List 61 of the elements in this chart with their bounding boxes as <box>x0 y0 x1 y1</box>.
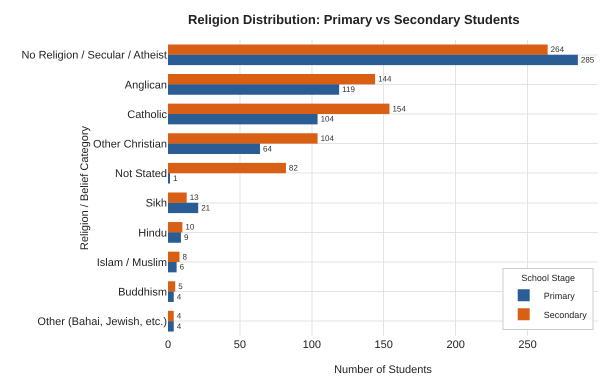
bar <box>168 192 187 203</box>
bar <box>168 252 180 262</box>
x-tick-label: 0 <box>164 339 172 351</box>
x-axis-title: Number of Students <box>334 364 432 376</box>
data-label: 21 <box>201 203 211 212</box>
data-label: 264 <box>550 45 565 54</box>
bar <box>168 292 174 302</box>
bar <box>168 262 177 272</box>
data-label: 10 <box>185 222 195 232</box>
data-label: 8 <box>182 252 188 262</box>
data-label: 5 <box>178 282 184 291</box>
x-tick-label: 100 <box>302 339 321 351</box>
y-axis-title: Religion / Belief Category <box>79 125 92 250</box>
bar <box>168 104 390 114</box>
data-label: 6 <box>180 262 185 272</box>
bar <box>168 84 340 95</box>
x-tick-label: 250 <box>518 339 537 351</box>
y-tick-label: Hindu <box>138 227 167 240</box>
bar <box>168 202 198 214</box>
bar <box>168 310 174 322</box>
bar <box>168 162 286 174</box>
chart-title: Religion Distribution: Primary vs Secondary Students <box>188 12 520 28</box>
data-label: 144 <box>378 74 392 84</box>
data-label: 4 <box>176 312 182 321</box>
y-tick-label: Islam / Muslim <box>96 256 167 269</box>
bar <box>168 54 578 66</box>
y-tick-label: Other (Bahai, Jewish, etc.) <box>37 316 167 328</box>
data-label: 4 <box>176 322 182 331</box>
bar <box>168 74 376 84</box>
y-tick-label: Other Christian <box>93 138 167 150</box>
legend-label: Secondary <box>544 310 588 320</box>
bar <box>168 321 174 332</box>
y-tick-label: Anglican <box>124 79 167 92</box>
data-label: 119 <box>342 85 356 94</box>
data-label: 4 <box>176 292 182 302</box>
data-label: 1 <box>173 174 178 183</box>
data-label: 9 <box>184 233 189 242</box>
y-tick-label: Not Stated <box>115 168 167 180</box>
x-tick-label: 50 <box>234 339 246 351</box>
bar <box>168 281 176 292</box>
data-label: 104 <box>320 114 334 124</box>
x-tick-label: 150 <box>374 339 393 351</box>
y-tick-label: Buddhism <box>118 286 167 298</box>
y-tick-label: Sikh <box>146 198 167 210</box>
bar <box>168 232 181 243</box>
bar <box>168 44 548 55</box>
data-label: 154 <box>392 104 406 114</box>
data-label: 64 <box>263 144 272 154</box>
data-label: 82 <box>288 164 298 173</box>
bar <box>168 133 318 144</box>
data-label: 13 <box>190 193 200 202</box>
data-label: 285 <box>580 55 595 64</box>
bar <box>168 144 260 154</box>
y-tick-label: No Religion / Secular / Atheist <box>21 50 167 62</box>
x-tick-label: 200 <box>446 339 465 351</box>
bar <box>168 222 182 232</box>
bar <box>168 114 318 124</box>
legend-label: Primary <box>544 290 576 301</box>
y-tick-label: Catholic <box>127 108 168 121</box>
data-label: 104 <box>320 134 334 143</box>
legend-title: School Stage <box>521 272 575 283</box>
